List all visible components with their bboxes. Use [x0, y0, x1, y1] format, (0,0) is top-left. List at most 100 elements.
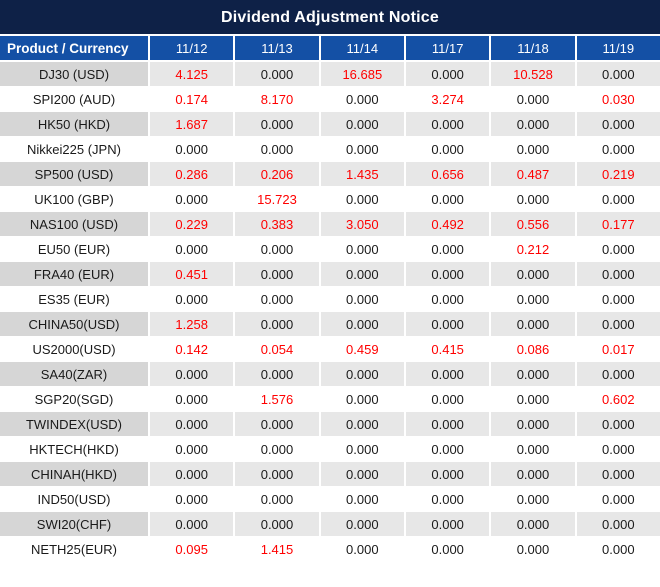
table-row: SPI200 (AUD) 0.174 8.170 0.000 3.274 0.000 0.0…: [0, 87, 660, 112]
value-cell: 0.000: [403, 387, 490, 412]
table-row: CHINAH(HKD) 0.000 0.000 0.000 0.000 0.000 0.00…: [0, 462, 660, 487]
value-cell: 0.000: [489, 412, 575, 437]
value-cell: 0.000: [403, 537, 490, 562]
value-cell: 3.274: [403, 87, 490, 112]
table-row: FRA40 (EUR) 0.451 0.000 0.000 0.000 0.000 0.00…: [0, 262, 660, 287]
column-header-date: 11/14: [318, 36, 404, 62]
value-cell: 0.000: [489, 87, 575, 112]
value-cell: 0.000: [574, 287, 660, 312]
value-cell: 0.000: [403, 262, 490, 287]
value-cell: 0.000: [574, 412, 660, 437]
column-header-date: 11/17: [403, 36, 490, 62]
value-cell: 0.602: [574, 387, 660, 412]
product-cell: Nikkei225 (JPN): [0, 137, 148, 162]
value-cell: 0.000: [318, 87, 404, 112]
value-cell: 0.000: [403, 187, 490, 212]
value-cell: 16.685: [318, 62, 404, 87]
value-cell: 0.000: [403, 362, 490, 387]
value-cell: 0.000: [403, 462, 490, 487]
table-row: ES35 (EUR) 0.000 0.000 0.000 0.000 0.000 0.000: [0, 287, 660, 312]
product-cell: IND50(USD): [0, 487, 148, 512]
value-cell: 0.017: [574, 337, 660, 362]
value-cell: 0.000: [403, 412, 490, 437]
value-cell: 0.000: [148, 487, 234, 512]
value-cell: 4.125: [148, 62, 234, 87]
value-cell: 0.000: [148, 362, 234, 387]
product-cell: SA40(ZAR): [0, 362, 148, 387]
table-row: SA40(ZAR) 0.000 0.000 0.000 0.000 0.000 0.000: [0, 362, 660, 387]
value-cell: 0.174: [148, 87, 234, 112]
value-cell: 0.000: [148, 137, 234, 162]
table-row: Nikkei225 (JPN) 0.000 0.000 0.000 0.000 0.000…: [0, 137, 660, 162]
value-cell: 0.000: [489, 512, 575, 537]
value-cell: 0.000: [233, 137, 319, 162]
value-cell: 0.000: [318, 512, 404, 537]
product-cell: US2000(USD): [0, 337, 148, 362]
value-cell: 0.212: [489, 237, 575, 262]
value-cell: 1.576: [233, 387, 319, 412]
value-cell: 0.000: [574, 362, 660, 387]
value-cell: 1.258: [148, 312, 234, 337]
value-cell: 0.000: [148, 437, 234, 462]
product-cell: SWI20(CHF): [0, 512, 148, 537]
value-cell: 0.000: [318, 437, 404, 462]
value-cell: 0.000: [489, 537, 575, 562]
value-cell: 1.435: [318, 162, 404, 187]
table-row: HK50 (HKD) 1.687 0.000 0.000 0.000 0.000 0.000: [0, 112, 660, 137]
value-cell: 0.000: [148, 387, 234, 412]
value-cell: 0.000: [318, 287, 404, 312]
value-cell: 0.000: [148, 462, 234, 487]
value-cell: 0.000: [233, 112, 319, 137]
table-row: US2000(USD) 0.142 0.054 0.459 0.415 0.086 0.01…: [0, 337, 660, 362]
value-cell: 0.000: [233, 462, 319, 487]
table-row: TWINDEX(USD) 0.000 0.000 0.000 0.000 0.000 0.0…: [0, 412, 660, 437]
value-cell: 0.000: [233, 412, 319, 437]
value-cell: 0.000: [403, 437, 490, 462]
value-cell: 3.050: [318, 212, 404, 237]
value-cell: 0.000: [574, 137, 660, 162]
value-cell: 0.000: [574, 112, 660, 137]
value-cell: 0.000: [403, 487, 490, 512]
value-cell: 0.000: [489, 262, 575, 287]
value-cell: 0.000: [318, 312, 404, 337]
value-cell: 0.000: [148, 412, 234, 437]
value-cell: 0.229: [148, 212, 234, 237]
value-cell: 0.000: [403, 137, 490, 162]
value-cell: 0.000: [574, 187, 660, 212]
column-header-date: 11/12: [148, 36, 234, 62]
value-cell: 0.206: [233, 162, 319, 187]
value-cell: 0.000: [318, 462, 404, 487]
value-cell: 10.528: [489, 62, 575, 87]
table-row: NAS100 (USD) 0.229 0.383 3.050 0.492 0.556 0.1…: [0, 212, 660, 237]
value-cell: 0.000: [403, 237, 490, 262]
value-cell: 0.000: [148, 187, 234, 212]
value-cell: 0.142: [148, 337, 234, 362]
value-cell: 0.000: [403, 312, 490, 337]
value-cell: 1.415: [233, 537, 319, 562]
value-cell: 0.000: [233, 487, 319, 512]
value-cell: 0.286: [148, 162, 234, 187]
value-cell: 0.000: [489, 387, 575, 412]
value-cell: 0.000: [574, 312, 660, 337]
table-body: DJ30 (USD) 4.125 0.000 16.685 0.000 10.528 0.0…: [0, 62, 660, 562]
value-cell: 0.000: [574, 512, 660, 537]
value-cell: 0.000: [318, 387, 404, 412]
value-cell: 0.000: [148, 287, 234, 312]
product-cell: TWINDEX(USD): [0, 412, 148, 437]
value-cell: 0.000: [574, 62, 660, 87]
header-row: Product / Currency 11/12 11/13 11/14 11/17 1…: [0, 36, 660, 62]
value-cell: 0.000: [574, 262, 660, 287]
value-cell: 0.177: [574, 212, 660, 237]
dividend-table: Product / Currency 11/12 11/13 11/14 11/17 1…: [0, 36, 660, 562]
value-cell: 0.000: [574, 437, 660, 462]
product-cell: HKTECH(HKD): [0, 437, 148, 462]
value-cell: 0.054: [233, 337, 319, 362]
product-cell: SPI200 (AUD): [0, 87, 148, 112]
value-cell: 0.000: [489, 187, 575, 212]
value-cell: 0.415: [403, 337, 490, 362]
value-cell: 0.000: [489, 137, 575, 162]
value-cell: 0.000: [489, 362, 575, 387]
product-cell: CHINAH(HKD): [0, 462, 148, 487]
value-cell: 0.000: [318, 112, 404, 137]
